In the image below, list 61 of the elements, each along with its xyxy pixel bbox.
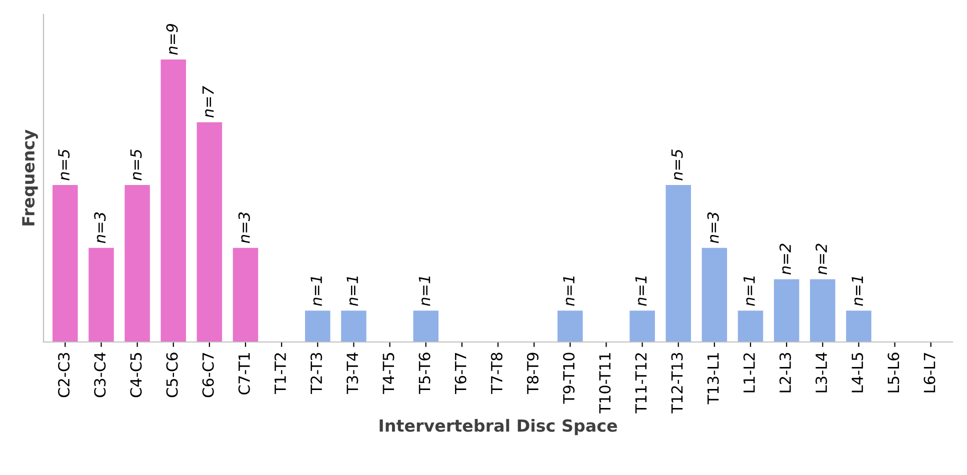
data-label: n=9 [166, 24, 178, 55]
x-tick-label: T8-T9 [526, 352, 539, 394]
data-label: n=5 [58, 150, 70, 180]
data-label: n=1 [635, 276, 647, 306]
x-tick-label: L2-L3 [779, 352, 792, 392]
x-tick-label: T4-T5 [382, 353, 394, 394]
data-label: n=2 [816, 244, 827, 275]
bar [52, 185, 78, 342]
x-tick-label: T6-T7 [454, 353, 466, 394]
bar [774, 279, 800, 342]
x-tick-label: T11-T12 [635, 353, 647, 414]
bar [341, 310, 366, 342]
bar [232, 248, 258, 342]
data-label: n=3 [94, 212, 106, 244]
data-label: n=7 [202, 86, 214, 118]
x-tick-label: L3-L4 [816, 352, 828, 392]
x-tick-label: T2-T3 [310, 352, 322, 394]
x-tick-label: T7-T8 [490, 352, 502, 394]
y-axis-title: Frequency [22, 130, 38, 226]
x-axis-title: Intervertebral Disc Space [380, 418, 618, 436]
data-label: n=1 [852, 276, 863, 306]
bar [738, 310, 764, 342]
bar [88, 248, 114, 342]
bar [196, 122, 222, 342]
data-label: n=5 [671, 150, 683, 180]
x-tick-label: L6-L7 [924, 353, 936, 392]
bar [666, 185, 691, 342]
data-label: n=5 [130, 150, 142, 180]
x-tick-label: L1-L2 [743, 353, 755, 392]
x-tick-label: T9-T10 [563, 352, 575, 404]
bar [124, 185, 150, 342]
bar [413, 310, 438, 342]
bar [702, 248, 728, 342]
x-tick-label: T3-T4 [346, 352, 358, 394]
x-tick-label: C2-C3 [58, 352, 70, 398]
bar [846, 310, 872, 342]
x-tick-label: T5-T6 [418, 352, 430, 394]
x-tick-label: T13-L1 [707, 353, 719, 404]
data-label: n=1 [346, 276, 358, 306]
data-label: n=1 [418, 276, 430, 306]
x-tick-label: L4-L5 [852, 353, 864, 392]
bar [630, 310, 655, 342]
bar [160, 59, 186, 342]
bar [305, 310, 330, 342]
data-label: n=3 [238, 212, 250, 244]
data-label: n=1 [744, 276, 755, 306]
bar [810, 279, 836, 342]
x-tick-label: C7-T1 [238, 353, 250, 394]
x-tick-label: C4-C5 [130, 353, 142, 398]
x-tick-label: T10-T11 [599, 353, 611, 414]
x-tick-label: L5-L6 [888, 352, 900, 392]
data-label: n=2 [779, 244, 791, 275]
x-tick-label: T12-T13 [671, 352, 683, 414]
data-label: n=1 [310, 276, 322, 306]
x-tick-label: C6-C7 [202, 353, 214, 398]
data-label: n=3 [707, 212, 719, 244]
x-tick-label: T1-T2 [274, 353, 286, 394]
bar [558, 310, 583, 342]
data-label: n=1 [563, 276, 574, 306]
x-tick-label: C3-C4 [94, 352, 106, 398]
x-tick-label: C5-C6 [166, 352, 178, 398]
